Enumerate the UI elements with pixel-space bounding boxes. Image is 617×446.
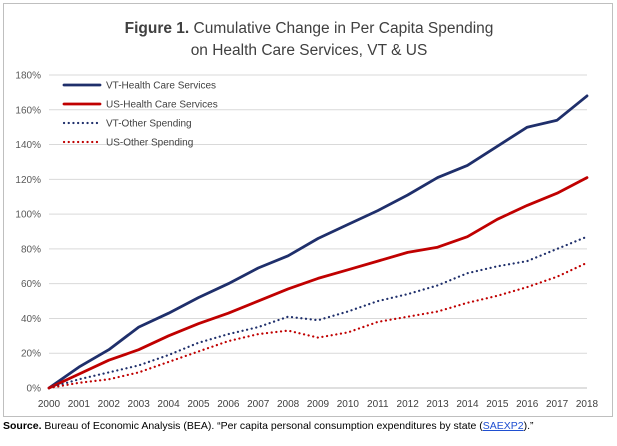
y-tick-label: 80% bbox=[21, 244, 41, 255]
x-tick-label: 2009 bbox=[307, 399, 330, 410]
y-tick-label: 60% bbox=[21, 279, 41, 290]
legend-label: VT-Health Care Services bbox=[106, 81, 216, 92]
x-tick-label: 2007 bbox=[247, 399, 270, 410]
y-tick-label: 0% bbox=[27, 384, 42, 395]
x-tick-label: 2016 bbox=[516, 399, 539, 410]
series-line-us-other-spending bbox=[47, 261, 589, 390]
y-tick-label: 100% bbox=[15, 210, 41, 221]
x-tick-label: 2003 bbox=[128, 399, 151, 410]
series-lines bbox=[47, 94, 589, 390]
x-tick-label: 2001 bbox=[68, 399, 91, 410]
x-tick-label: 2017 bbox=[546, 399, 569, 410]
series-line-vt-other-spending bbox=[47, 235, 589, 390]
figure-label: Figure 1. bbox=[125, 20, 190, 37]
source-text: Bureau of Economic Analysis (BEA). “Per … bbox=[41, 420, 483, 432]
x-tick-label: 2011 bbox=[367, 399, 389, 410]
axes: 0% 20% 40% 60% 80% 100% 120% 140% 160% 180% 2000 20… bbox=[15, 71, 598, 411]
chart-title-line2: on Health Care Services, VT & US bbox=[191, 42, 428, 59]
y-tick-label: 20% bbox=[21, 349, 41, 360]
series-line-vt-health-care-services bbox=[47, 94, 589, 390]
source-label: Source. bbox=[3, 420, 42, 432]
chart-frame: Figure 1. Cumulative Change in Per Capit… bbox=[3, 3, 613, 417]
gridlines bbox=[49, 74, 587, 354]
x-tick-label: 2005 bbox=[187, 399, 210, 410]
y-tick-label: 160% bbox=[15, 105, 41, 116]
line-chart: Figure 1. Cumulative Change in Per Capit… bbox=[15, 20, 598, 411]
y-tick-label: 40% bbox=[21, 314, 41, 325]
y-tick-label: 180% bbox=[15, 71, 41, 82]
x-tick-label: 2008 bbox=[277, 399, 300, 410]
chart-title-text: Cumulative Change in Per Capita Spending bbox=[194, 20, 494, 37]
x-tick-label: 2004 bbox=[157, 399, 180, 410]
x-tick-label: 2010 bbox=[337, 399, 360, 410]
legend-label: VT-Other Spending bbox=[106, 119, 192, 130]
source-link[interactable]: SAEXP2 bbox=[482, 420, 524, 432]
x-tick-label: 2018 bbox=[576, 399, 599, 410]
x-tick-label: 2014 bbox=[456, 399, 479, 410]
x-tick-label: 2013 bbox=[426, 399, 449, 410]
legend-label: US-Health Care Services bbox=[106, 100, 218, 111]
y-tick-label: 140% bbox=[15, 140, 41, 151]
x-tick-label: 2015 bbox=[486, 399, 509, 410]
x-tick-label: 2002 bbox=[98, 399, 121, 410]
source-text-end: ).” bbox=[523, 420, 534, 432]
series-line-us-health-care-services bbox=[47, 176, 589, 390]
x-tick-label: 2012 bbox=[397, 399, 420, 410]
chart-title-line1: Figure 1. Cumulative Change in Per Capit… bbox=[125, 20, 494, 37]
source-note: Source. Bureau of Economic Analysis (BEA… bbox=[3, 420, 534, 432]
y-tick-label: 120% bbox=[15, 175, 41, 186]
legend: VT-Health Care Services US-Health Care Se… bbox=[62, 81, 218, 149]
x-tick-label: 2006 bbox=[217, 399, 240, 410]
legend-label: US-Other Spending bbox=[106, 138, 193, 149]
x-tick-label: 2000 bbox=[38, 399, 61, 410]
